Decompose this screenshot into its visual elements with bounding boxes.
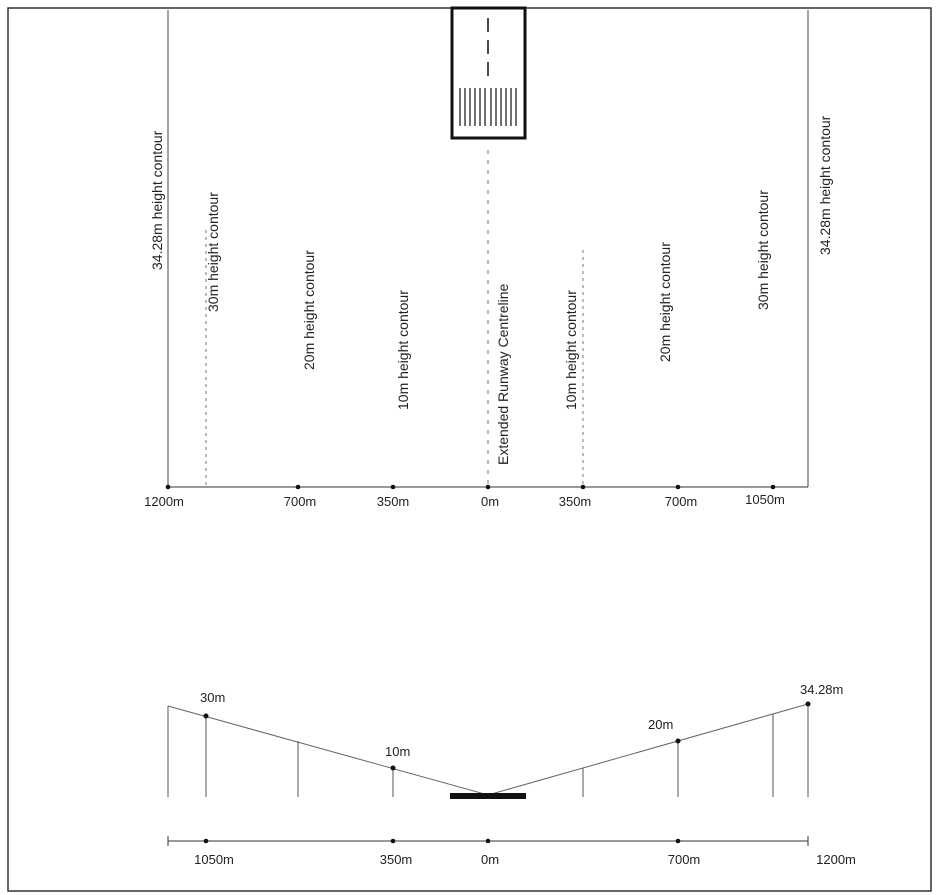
height-point-34m (805, 701, 811, 707)
height-label-34m: 34.28m (800, 682, 843, 697)
section-scale-tick: 700m (668, 852, 701, 867)
cross-section-view: 30m 10m 20m 34.28m 1050m 350m 0m 700m 12… (167, 682, 856, 867)
label-right-34-contour: 34.28m height contour (817, 115, 833, 255)
label-right-20-contour: 20m height contour (657, 242, 673, 362)
plan-scale-bar: 1200m 700m 350m 0m 350m 700m 1050m (144, 484, 808, 509)
obstacle-surface-profile (167, 703, 809, 796)
label-left-30-contour: 30m height contour (205, 192, 221, 312)
runway-plan (450, 6, 527, 140)
plan-scale-tick: 1050m (745, 492, 785, 507)
height-point-30m (203, 713, 209, 719)
height-label-10m: 10m (385, 744, 410, 759)
plan-scale-tick: 700m (665, 494, 698, 509)
label-right-30-contour: 30m height contour (755, 190, 771, 310)
height-point-20m (675, 738, 681, 744)
label-left-34-contour: 34.28m height contour (149, 130, 165, 270)
height-point-10m (390, 765, 396, 771)
height-label-20m: 20m (648, 717, 673, 732)
section-scale-tick: 1050m (194, 852, 234, 867)
frame-border (7, 7, 932, 892)
section-scale-tick: 1200m (816, 852, 856, 867)
plan-scale-tick: 1200m (144, 494, 184, 509)
threshold-markings (459, 88, 517, 126)
section-verticals (167, 704, 809, 797)
label-right-10-contour: 10m height contour (563, 290, 579, 410)
plan-scale-tick: 350m (559, 494, 592, 509)
label-left-10-contour: 10m height contour (395, 290, 411, 410)
plan-view: 34.28m height contour 30m height contour… (144, 6, 833, 509)
label-centreline: Extended Runway Centreline (495, 283, 511, 465)
label-left-20-contour: 20m height contour (301, 250, 317, 370)
plan-scale-tick: 350m (377, 494, 410, 509)
plan-scale-tick: 0m (481, 494, 499, 509)
runway-section (450, 793, 526, 799)
section-scale-bar: 1050m 350m 0m 700m 1200m (167, 836, 856, 867)
plan-scale-tick: 700m (284, 494, 317, 509)
section-scale-tick: 350m (380, 852, 413, 867)
height-label-30m: 30m (200, 690, 225, 705)
section-scale-tick: 0m (481, 852, 499, 867)
